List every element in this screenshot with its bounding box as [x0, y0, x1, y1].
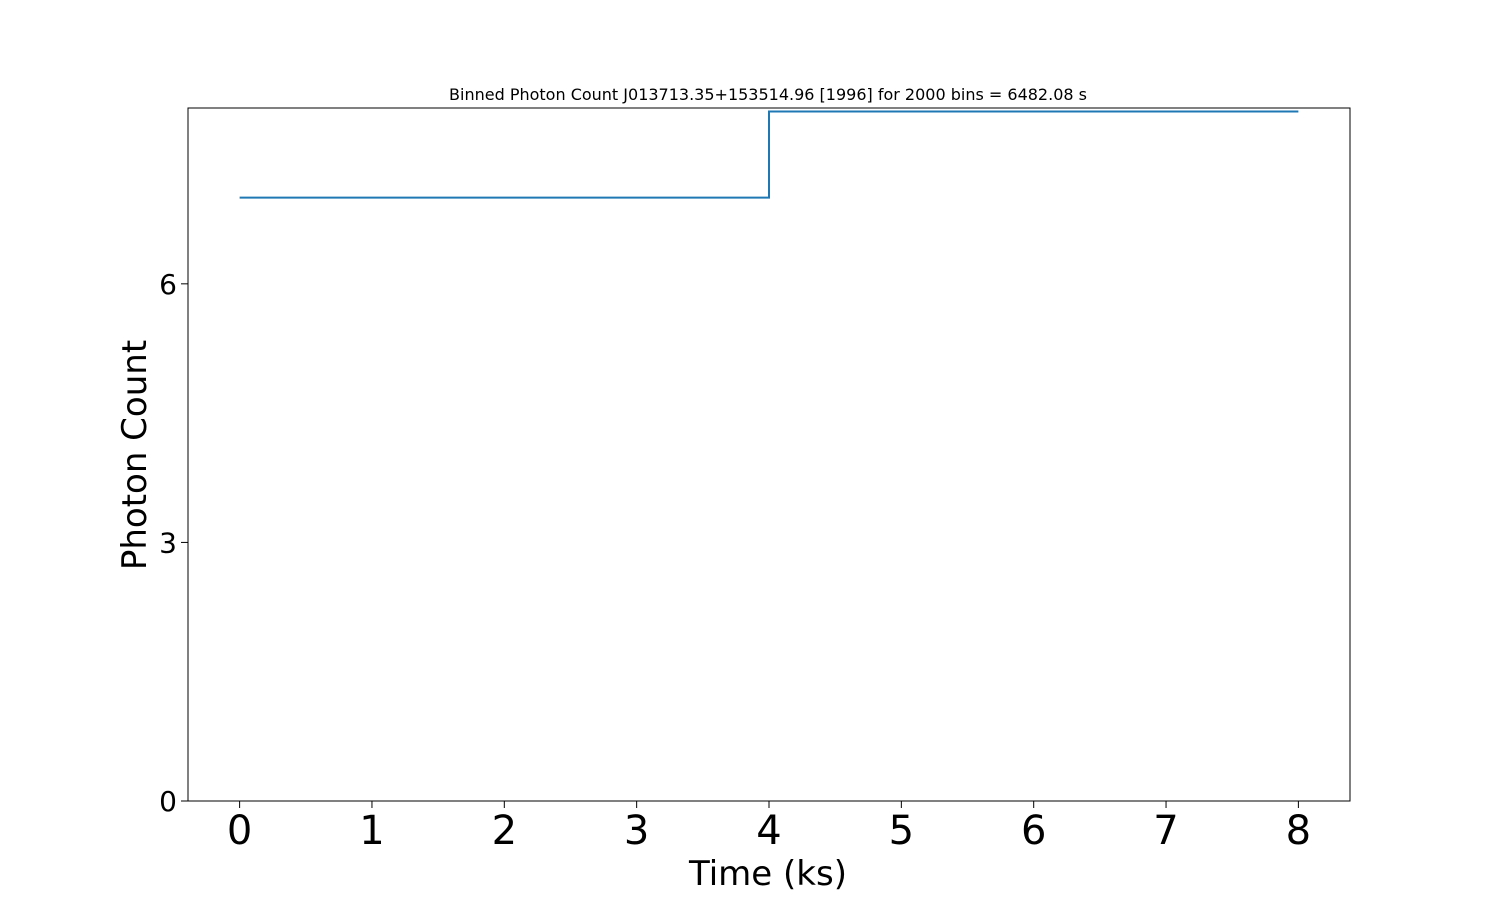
axes-frame: [187, 107, 1351, 802]
plot-area: [187, 107, 1351, 802]
x-tick-label: 3: [624, 808, 649, 854]
x-tick-label: 8: [1286, 808, 1311, 854]
x-tick-label: 5: [889, 808, 914, 854]
x-tick-label: 4: [756, 808, 781, 854]
chart-title: Binned Photon Count J013713.35+153514.96…: [449, 85, 1087, 104]
x-tick-label: 1: [359, 808, 384, 854]
series-line-0: [239, 110, 1299, 199]
y-tick-label: 0: [159, 785, 177, 818]
y-tick-label: 6: [159, 268, 177, 301]
axis-ticks: 0 1 2 3 4 5 6 7 8 0 3 6: [159, 268, 1311, 854]
y-tick-label: 3: [159, 526, 177, 559]
x-tick-label: 7: [1153, 808, 1178, 854]
y-axis-label: Photon Count: [115, 340, 155, 570]
x-tick-label: 2: [492, 808, 517, 854]
x-axis-label: Time (ks): [688, 854, 847, 894]
x-tick-label: 0: [227, 808, 252, 854]
x-tick-label: 6: [1021, 808, 1046, 854]
